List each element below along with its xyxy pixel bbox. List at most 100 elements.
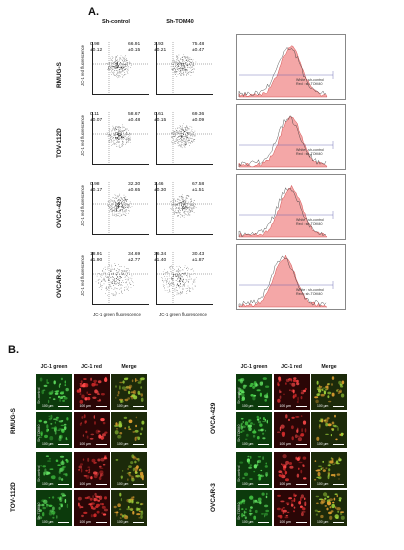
scale-bar-label: 100 µm xyxy=(42,482,54,486)
legend-red: Red : sh-TOM40 xyxy=(296,152,323,157)
y-axis-label: JC-1 red fluorescence xyxy=(80,185,85,226)
scale-bar xyxy=(133,444,144,445)
scatter-cloud xyxy=(157,252,213,304)
jc1-red-image: 100 µm xyxy=(273,490,310,526)
scale-bar-label: 100 µm xyxy=(317,482,329,486)
microscopy-col-header: Merge xyxy=(321,364,337,370)
scale-bar-label: 100 µm xyxy=(42,520,54,524)
microscopy-col-header: JC-1 green xyxy=(240,364,268,370)
scale-bar-label: 100 µm xyxy=(79,482,91,486)
legend-white: White : sh-control xyxy=(296,288,324,292)
scale-bar xyxy=(133,484,144,485)
jc1-red-image: 100 µm xyxy=(273,452,310,488)
scale-bar xyxy=(258,406,269,407)
merge-image: 100 µm xyxy=(311,374,347,410)
histogram-sh-tom40 xyxy=(238,116,328,168)
jc1-green-image: 100 µm xyxy=(236,490,272,526)
scatter-cloud xyxy=(93,182,149,234)
quadrant-upper-left-value: 0.11 ±0.07 xyxy=(90,112,103,123)
histogram-sh-tom40 xyxy=(238,184,328,238)
jc1-red-image: 100 µm xyxy=(273,374,310,410)
quadrant-upper-right-value: 34.69 ±2.77 xyxy=(128,252,141,263)
scale-bar xyxy=(295,484,307,485)
histogram-sh-tom40 xyxy=(238,45,328,98)
y-axis-label: JC-1 red fluorescence xyxy=(80,115,85,156)
scale-bar-label: 100 µm xyxy=(317,442,329,446)
histogram-sh-control xyxy=(238,115,327,167)
scale-bar xyxy=(95,406,107,407)
scale-bar xyxy=(133,406,144,407)
microscopy-row-label: Sh-TOM40 xyxy=(37,502,41,520)
legend-red: Red : sh-TOM40 xyxy=(296,82,323,87)
scale-bar-label: 100 µm xyxy=(117,404,129,408)
scale-bar xyxy=(133,522,144,523)
scale-bar-label: 100 µm xyxy=(79,442,91,446)
legend-red: Red : sh-TOM40 xyxy=(296,222,323,227)
microscopy-row-label: Sh-control xyxy=(237,465,241,482)
scale-bar-label: 100 µm xyxy=(279,520,291,524)
histogram-overlay xyxy=(236,244,346,310)
scale-bar xyxy=(295,444,307,445)
scatter-cloud xyxy=(157,112,213,164)
quadrant-upper-right-value: 75.48 ±0.47 xyxy=(192,42,205,53)
scatter-cloud xyxy=(157,182,213,234)
jc1-green-image: 100 µm xyxy=(236,452,272,488)
histogram-legend: White : sh-control Red : sh-TOM40 xyxy=(296,218,324,226)
quadrant-upper-right-value: 69.36 ±0.09 xyxy=(192,112,205,123)
scale-bar-label: 100 µm xyxy=(42,404,54,408)
dot-plot-sh-control xyxy=(92,42,149,95)
scale-bar-label: 100 µm xyxy=(242,482,254,486)
scale-bar xyxy=(95,484,107,485)
scale-bar xyxy=(295,522,307,523)
jc1-red-image: 100 µm xyxy=(273,412,310,448)
flow-row-label: OVCA-429 xyxy=(56,196,63,228)
scale-bar-label: 100 µm xyxy=(279,442,291,446)
jc1-green-image: 100 µm xyxy=(236,412,272,448)
histogram-overlay xyxy=(236,104,346,170)
flow-row-label: TOV-112D xyxy=(56,128,63,158)
scale-bar xyxy=(258,522,269,523)
col-header-sh-tom40: Sh-TOM40 xyxy=(166,19,194,25)
microscopy-row-label: Sh-TOM40 xyxy=(237,502,241,520)
scale-bar xyxy=(333,406,344,407)
microscopy-col-header: JC-1 red xyxy=(281,364,302,370)
microscopy-col-header: Merge xyxy=(121,364,137,370)
legend-red: Red : sh-TOM40 xyxy=(296,292,323,297)
x-axis-label-ctrl: JC-1 green fluorescence xyxy=(93,312,141,317)
dot-plot-sh-control xyxy=(92,182,149,235)
scale-bar xyxy=(58,522,69,523)
jc1-green-image: 100 µm xyxy=(36,490,72,526)
scale-bar-label: 100 µm xyxy=(117,442,129,446)
scale-bar xyxy=(333,484,344,485)
legend-white: White : sh-control xyxy=(296,218,324,222)
quadrant-upper-left-value: 1.46 ±0.30 xyxy=(154,182,167,193)
histogram-legend: White : sh-control Red : sh-TOM40 xyxy=(296,288,324,296)
scale-bar xyxy=(58,444,69,445)
quadrant-upper-left-value: 3.93 ±0.21 xyxy=(154,42,167,53)
panel-b-label: B. xyxy=(8,344,19,356)
dot-plot-sh-tom40 xyxy=(156,42,213,95)
scatter-cloud xyxy=(93,252,149,304)
microscopy-cell-line-label: TOV-112D xyxy=(10,482,17,512)
histogram-sh-tom40 xyxy=(238,254,328,308)
microscopy-cell-line-label: RMUG-S xyxy=(10,408,17,434)
microscopy-row-label: Sh-control xyxy=(237,387,241,404)
histogram-overlay xyxy=(236,34,346,100)
quadrant-upper-left-value: 0.61 ±0.15 xyxy=(154,112,167,123)
dot-plot-sh-tom40 xyxy=(156,182,213,235)
scatter-cloud xyxy=(93,42,149,94)
scale-bar-label: 100 µm xyxy=(279,404,291,408)
scale-bar-label: 100 µm xyxy=(279,482,291,486)
scale-bar xyxy=(58,484,69,485)
quadrant-upper-left-value: 18.91 ±1.90 xyxy=(90,252,103,263)
scale-bar-label: 100 µm xyxy=(42,442,54,446)
dot-plot-sh-control xyxy=(92,252,149,305)
dot-plot-sh-tom40 xyxy=(156,252,213,305)
quadrant-upper-left-value: 0.98 ±0.17 xyxy=(90,182,103,193)
jc1-green-image: 100 µm xyxy=(36,374,72,410)
dot-plot-sh-control xyxy=(92,112,149,165)
quadrant-upper-left-value: 0.98 ±0.12 xyxy=(90,42,103,53)
microscopy-row-label: Sh-control xyxy=(37,465,41,482)
scale-bar xyxy=(333,522,344,523)
quadrant-upper-right-value: 67.58 ±1.51 xyxy=(192,182,205,193)
